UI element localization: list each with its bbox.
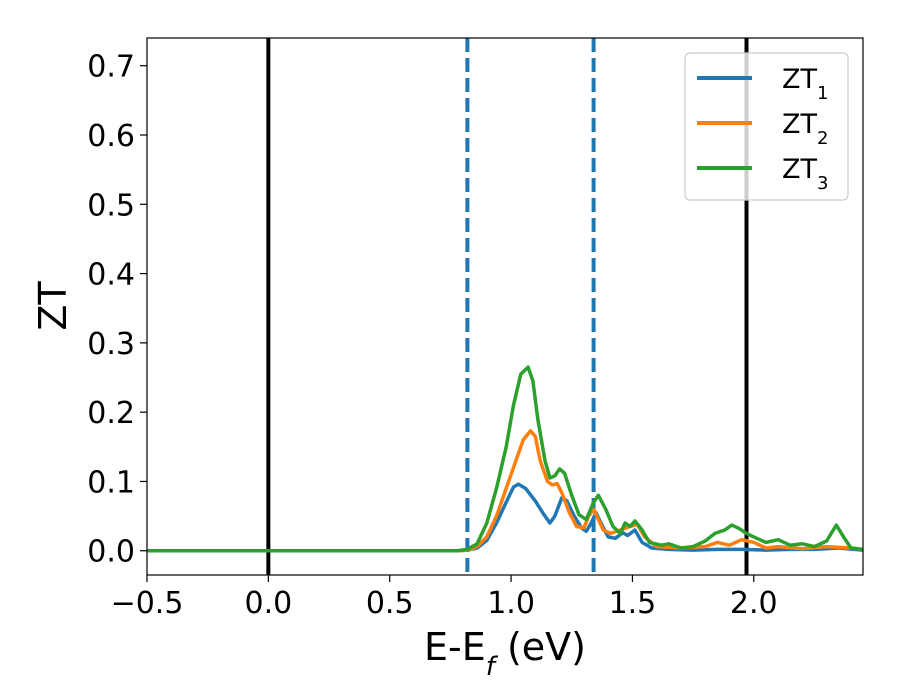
legend-label-zt2: ZT2 xyxy=(782,109,828,149)
x-tick-label: 2.0 xyxy=(730,586,778,621)
y-tick-label: 0.5 xyxy=(87,188,135,223)
legend-label-zt3: ZT3 xyxy=(782,154,828,194)
y-tick-label: 0.2 xyxy=(87,396,135,431)
x-tick-label: −0.5 xyxy=(111,586,184,621)
series-line-zt1 xyxy=(147,482,863,553)
x-tick-label: 1.0 xyxy=(487,586,535,621)
x-tick-label: 0.5 xyxy=(366,586,414,621)
series-layer xyxy=(147,365,863,553)
legend: ZT1 ZT2 ZT3 xyxy=(684,52,849,201)
x-tick-label: 1.5 xyxy=(609,586,657,621)
y-tick-label: 0.6 xyxy=(87,119,135,154)
y-axis-label: ZT xyxy=(31,281,75,331)
x-axis-ticks: −0.5 0.0 0.5 1.0 1.5 2.0 xyxy=(111,575,778,621)
y-tick-label: 0.3 xyxy=(87,327,135,362)
y-axis-ticks: 0.0 0.1 0.2 0.3 0.4 0.5 0.6 0.7 xyxy=(87,50,147,570)
y-tick-label: 0.4 xyxy=(87,258,135,293)
series-line-zt3 xyxy=(147,365,863,553)
x-axis-label: E-Ef (eV) xyxy=(424,625,586,682)
y-tick-label: 0.7 xyxy=(87,50,135,85)
legend-label-zt1: ZT1 xyxy=(782,64,828,104)
series-line-zt2 xyxy=(147,429,863,553)
legend-box xyxy=(684,52,849,201)
y-tick-label: 0.1 xyxy=(87,465,135,500)
y-tick-label: 0.0 xyxy=(87,535,135,570)
plot-frame xyxy=(146,37,864,576)
reference-lines xyxy=(266,38,749,575)
x-tick-label: 0.0 xyxy=(244,586,292,621)
